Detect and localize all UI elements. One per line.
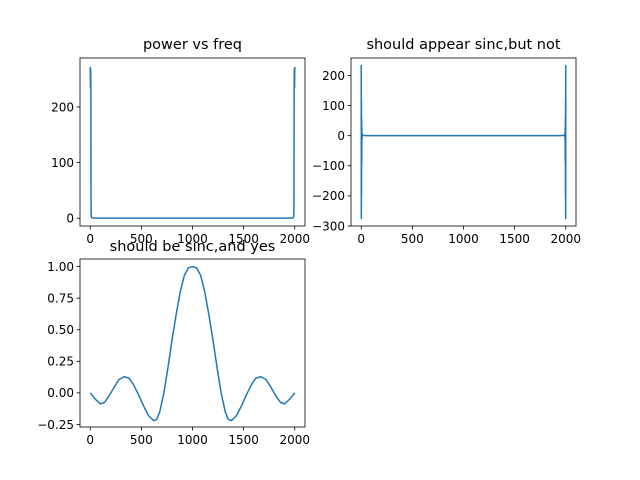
series-line-0 — [89, 66, 296, 219]
series-marks — [89, 66, 296, 219]
x-tick-label: 2000 — [279, 433, 310, 447]
y-tick-label: 0.25 — [47, 355, 74, 369]
chart-title: should appear sinc,but not — [366, 37, 560, 53]
y-tick-label: 0.00 — [47, 386, 74, 400]
chart-should-be-sinc: 0 500 1000 1500 2000 −0.25 0.00 0.25 0.50 0.75 1.0… — [37, 239, 310, 447]
plot-area — [350, 57, 577, 227]
plot-area — [79, 258, 306, 428]
y-tick-label: −100 — [312, 159, 345, 173]
series-marks — [360, 64, 567, 220]
x-tick-label: 500 — [130, 232, 153, 246]
series-marks — [89, 265, 296, 422]
x-tick-label: 2000 — [279, 232, 310, 246]
y-tick-label: 0.75 — [47, 291, 74, 305]
y-tick-label: 1.00 — [47, 260, 74, 274]
x-tick-label: 1500 — [499, 232, 530, 246]
y-tick-label: −0.25 — [37, 418, 74, 432]
x-tick-label: 1500 — [228, 232, 259, 246]
x-tick-label: 0 — [86, 433, 94, 447]
x-tick-label: 500 — [401, 232, 424, 246]
chart-should-appear-sinc: 0 500 1000 1500 2000 −300 −200 −100 0 100 200 shou… — [312, 37, 581, 246]
series-line-0 — [89, 265, 296, 422]
y-tick-label: 0.50 — [47, 323, 74, 337]
x-tick-label: 1000 — [448, 232, 479, 246]
y-tick-label: 200 — [322, 69, 345, 83]
chart-title: should be sinc,and yes — [110, 239, 276, 255]
y-tick-label: −200 — [312, 189, 345, 203]
x-tick-label: 1500 — [228, 433, 259, 447]
x-tick-label: 0 — [357, 232, 365, 246]
y-tick-label: −300 — [312, 219, 345, 233]
y-tick-label: 100 — [322, 99, 345, 113]
chart-power-vs-freq: 0 500 1000 1500 2000 0 100 200 power vs freq — [51, 37, 310, 246]
x-tick-label: 1000 — [177, 433, 208, 447]
x-tick-label: 500 — [130, 433, 153, 447]
x-tick-label: 2000 — [550, 232, 581, 246]
axis-ticks: 0 500 1000 1500 2000 −300 −200 −100 0 100 200 — [312, 69, 581, 246]
y-tick-label: 0 — [66, 212, 74, 226]
y-tick-label: 200 — [51, 100, 74, 114]
chart-title: power vs freq — [143, 37, 242, 53]
y-tick-label: 0 — [337, 129, 345, 143]
y-tick-label: 100 — [51, 156, 74, 170]
axis-ticks: 0 500 1000 1500 2000 −0.25 0.00 0.25 0.50 0.75 1.0… — [37, 260, 310, 447]
series-line-0 — [360, 64, 567, 220]
plot-area — [79, 57, 306, 227]
axis-ticks: 0 500 1000 1500 2000 0 100 200 — [51, 100, 310, 246]
x-tick-label: 0 — [86, 232, 94, 246]
x-tick-label: 1000 — [177, 232, 208, 246]
